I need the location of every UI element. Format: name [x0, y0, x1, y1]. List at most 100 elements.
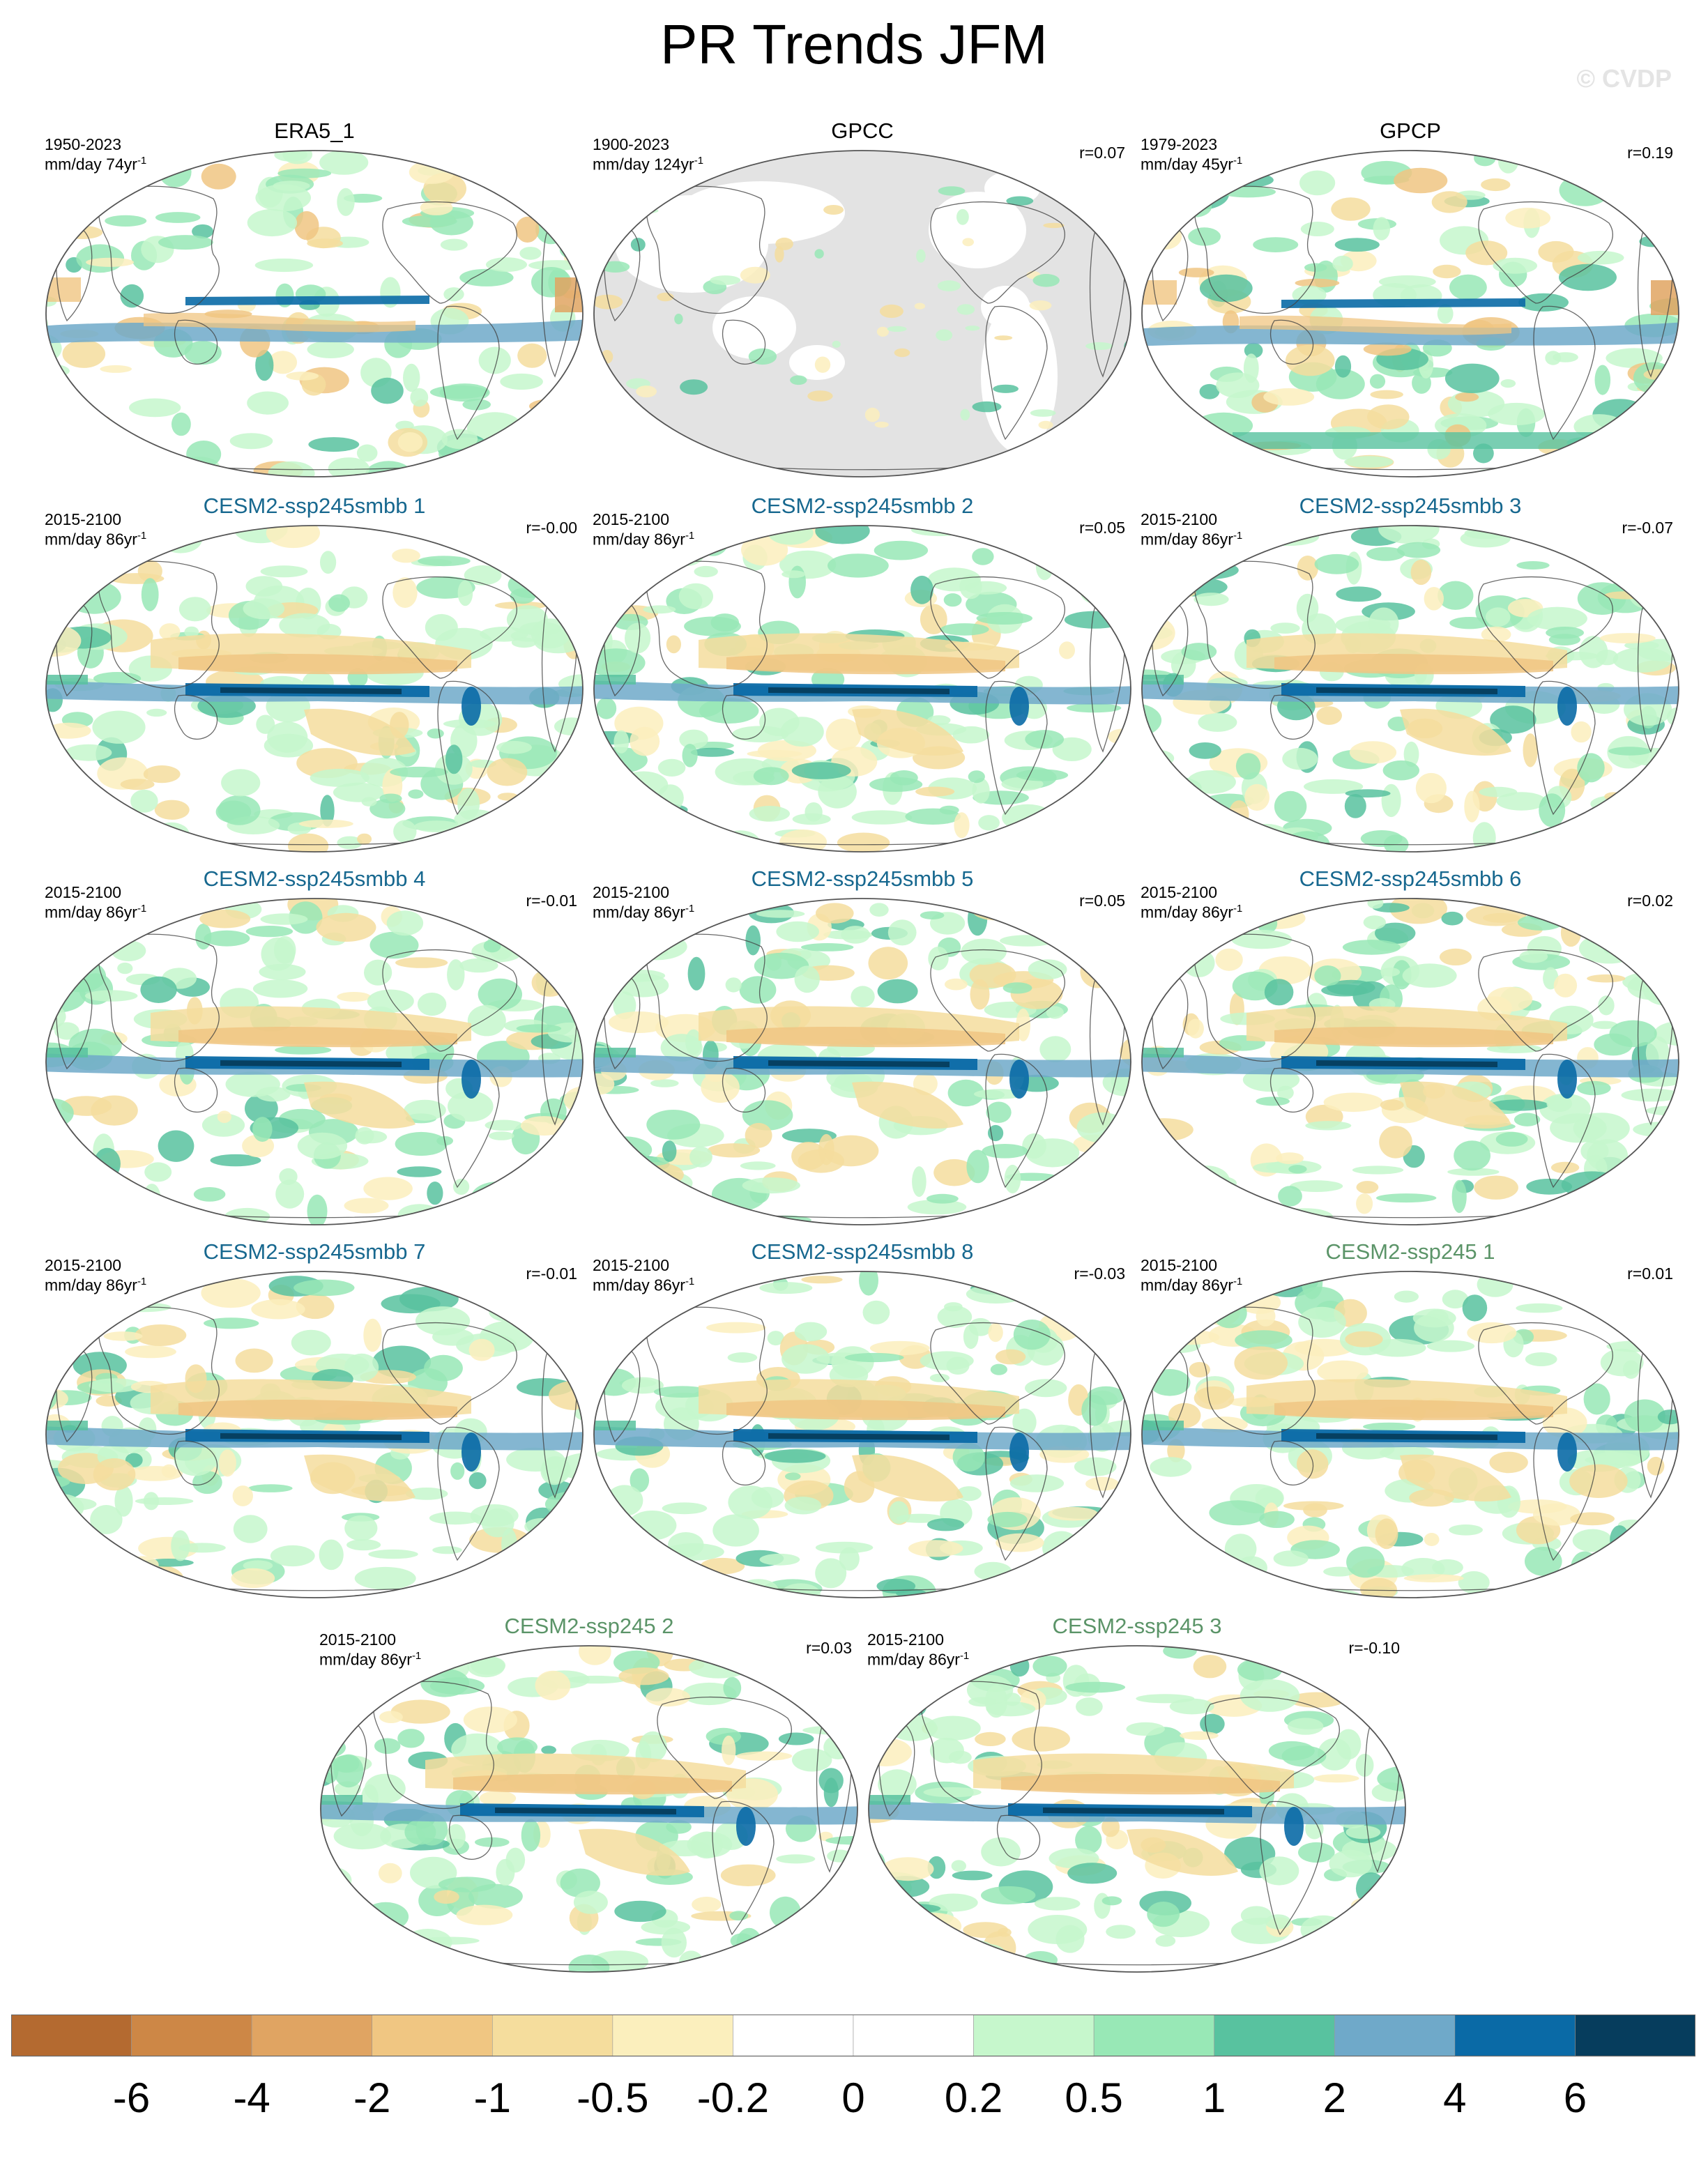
- map-panel: CESM2-ssp245 1 2015-2100 mm/day 86yr-1 r=0.…: [1135, 1239, 1686, 1602]
- panel-period: 2015-2100: [1141, 1256, 1217, 1274]
- robinson-world-map: [593, 150, 1131, 477]
- panel-period: 1979-2023: [1141, 135, 1217, 153]
- trend-field: [1142, 526, 1679, 852]
- trend-field: [869, 1646, 1405, 1972]
- panel-units: mm/day 86yr-1: [1141, 903, 1243, 922]
- panel-title: CESM2-ssp245smbb 8: [751, 1239, 974, 1264]
- map-border: [320, 1645, 858, 1973]
- map-border: [1141, 898, 1679, 1225]
- panel-period: 2015-2100: [45, 510, 121, 528]
- panel-correlation: r=-0.01: [526, 1264, 577, 1283]
- trend-field: [594, 1271, 1131, 1598]
- colorbar-tick-label: 0.5: [1065, 2074, 1122, 2121]
- map-border: [593, 1271, 1131, 1598]
- colorbar-tick-label: -4: [233, 2074, 270, 2121]
- panel-period: 2015-2100: [1141, 510, 1217, 528]
- panel-period: 2015-2100: [867, 1630, 944, 1649]
- panel-correlation: r=-0.01: [526, 892, 577, 910]
- figure-title: PR Trends JFM: [660, 13, 1048, 75]
- trend-field: [46, 151, 583, 477]
- map-border: [1141, 150, 1679, 477]
- panel-correlation: r=0.02: [1627, 892, 1673, 910]
- panel-correlation: r=0.05: [1079, 892, 1125, 910]
- panel-correlation: r=-0.07: [1622, 519, 1673, 537]
- panel-title: CESM2-ssp245smbb 3: [1299, 494, 1522, 518]
- map-panel: CESM2-ssp245smbb 7 2015-2100 mm/day 86yr-1…: [39, 1239, 590, 1602]
- panel-units: mm/day 124yr-1: [593, 155, 704, 174]
- panel-title: CESM2-ssp245smbb 1: [203, 494, 426, 518]
- panel-period: 2015-2100: [593, 510, 669, 528]
- map-panel: CESM2-ssp245smbb 6 2015-2100 mm/day 86yr-1…: [1135, 866, 1686, 1229]
- panel-units: mm/day 86yr-1: [45, 903, 147, 922]
- colorbar-box: [612, 2015, 733, 2057]
- map-border: [593, 525, 1131, 853]
- panel-title: CESM2-ssp245 1: [1325, 1239, 1495, 1264]
- panel-correlation: r=0.19: [1627, 144, 1673, 162]
- map-panel: CESM2-ssp245smbb 1 2015-2100 mm/day 86yr-1…: [39, 494, 590, 856]
- panel-period: 2015-2100: [319, 1630, 396, 1649]
- panel-period: 1900-2023: [593, 135, 669, 153]
- panel-units: mm/day 74yr-1: [45, 155, 147, 174]
- panel-units: mm/day 86yr-1: [867, 1650, 970, 1669]
- map-panel: ERA5_1 1950-2023 mm/day 74yr-1: [39, 119, 590, 481]
- colorbar-box: [973, 2015, 1095, 2057]
- colorbar-tick-label: 1: [1203, 2074, 1226, 2121]
- map-border: [1141, 525, 1679, 853]
- panel-correlation: r=0.01: [1627, 1264, 1673, 1283]
- trend-field: [321, 1646, 857, 1972]
- colorbar-box: [1334, 2015, 1456, 2057]
- panel-period: 2015-2100: [1141, 883, 1217, 901]
- panel-units: mm/day 86yr-1: [45, 1276, 147, 1294]
- map-border: [45, 525, 584, 853]
- colorbar-box: [372, 2015, 493, 2057]
- map-border: [868, 1645, 1406, 1973]
- colorbar-tick-label: 0: [841, 2074, 864, 2121]
- colorbar-box: [853, 2015, 974, 2057]
- map-panel: CESM2-ssp245smbb 5 2015-2100 mm/day 86yr-1…: [587, 866, 1138, 1229]
- colorbar-tick-label: -6: [113, 2074, 150, 2121]
- trend-field: [1142, 151, 1679, 477]
- robinson-world-map: [1141, 525, 1679, 853]
- map-border: [593, 150, 1131, 477]
- robinson-world-map: [593, 1271, 1131, 1598]
- panel-period: 1950-2023: [45, 135, 121, 153]
- colorbar-tick-label: -1: [474, 2074, 511, 2121]
- robinson-world-map: [45, 150, 584, 477]
- colorbar-box: [1093, 2015, 1215, 2057]
- panel-units: mm/day 86yr-1: [593, 1276, 695, 1294]
- map-border: [45, 898, 584, 1225]
- robinson-world-map: [1141, 898, 1679, 1225]
- colorbar-box: [1214, 2015, 1335, 2057]
- colorbar-tick-label: -2: [353, 2074, 390, 2121]
- panel-title: CESM2-ssp245smbb 4: [203, 866, 426, 891]
- trend-field: [46, 1271, 583, 1598]
- trend-field: [46, 899, 583, 1225]
- colorbar-box: [251, 2015, 373, 2057]
- panel-title: GPCP: [1380, 119, 1441, 143]
- trend-field: [594, 151, 1131, 477]
- map-border: [593, 898, 1131, 1225]
- trend-field: [594, 899, 1131, 1225]
- map-panel: CESM2-ssp245smbb 2 2015-2100 mm/day 86yr-1…: [587, 494, 1138, 856]
- robinson-world-map: [45, 525, 584, 853]
- panel-units: mm/day 86yr-1: [593, 530, 695, 549]
- panel-units: mm/day 86yr-1: [319, 1650, 422, 1669]
- panel-period: 2015-2100: [45, 1256, 121, 1274]
- colorbar-box: [733, 2015, 854, 2057]
- map-border: [1141, 1271, 1679, 1598]
- map-panel: CESM2-ssp245 3 2015-2100 mm/day 86yr-1 r=-0…: [862, 1614, 1412, 1976]
- robinson-world-map: [1141, 1271, 1679, 1598]
- cvdp-watermark: © CVDP: [1576, 64, 1672, 93]
- colorbar-box: [1454, 2015, 1576, 2057]
- map-panel: CESM2-ssp245smbb 4 2015-2100 mm/day 86yr-1…: [39, 866, 590, 1229]
- panel-period: 2015-2100: [593, 883, 669, 901]
- robinson-world-map: [593, 898, 1131, 1225]
- panel-correlation: r=0.03: [806, 1639, 852, 1657]
- colorbar-box: [1575, 2015, 1695, 2057]
- colorbar-box: [11, 2015, 132, 2057]
- colorbar-tick-label: -0.5: [577, 2074, 648, 2121]
- colorbar-tick-label: 4: [1443, 2074, 1466, 2121]
- panel-correlation: r=-0.00: [526, 519, 577, 537]
- colorbar: -6 -4 -2 -1 -0.5 -0.2 0 0.2 0.5 1 2 4 6: [11, 2015, 1695, 2121]
- panel-units: mm/day 86yr-1: [1141, 1276, 1243, 1294]
